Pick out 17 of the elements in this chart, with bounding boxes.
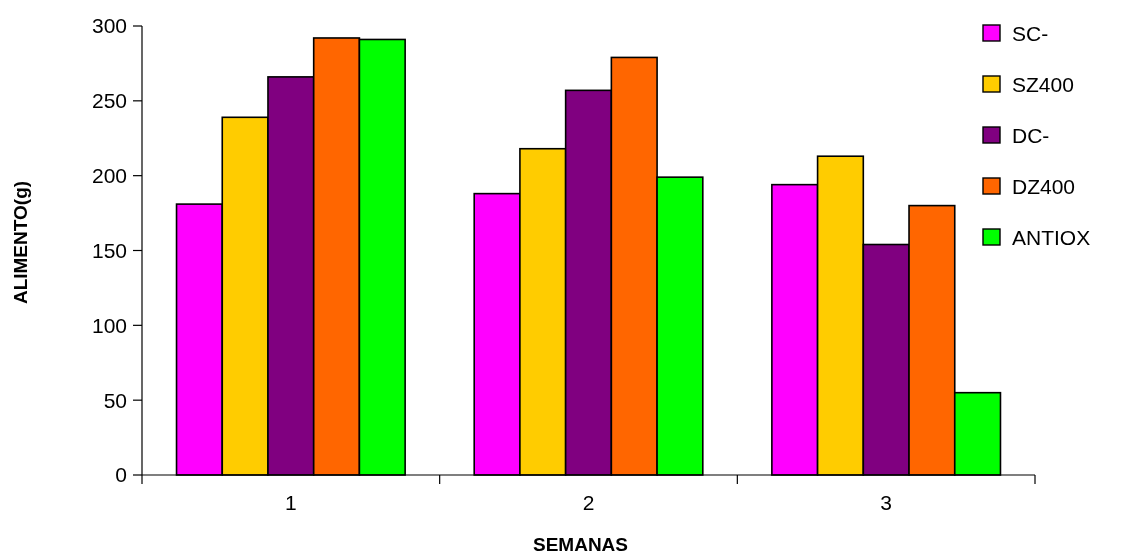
y-tick-label: 150 <box>91 238 127 262</box>
y-axis-title: ALIMENTO(g) <box>10 180 31 305</box>
y-tick-label: 250 <box>91 89 127 113</box>
x-axis-title: SEMANAS <box>532 534 629 555</box>
y-tick-label: 200 <box>91 164 127 188</box>
y-tick-label: 100 <box>91 313 127 337</box>
x-tick-label: 2 <box>582 491 595 514</box>
legend-label: DZ400 <box>1012 174 1076 198</box>
legend-label: SZ400 <box>1012 72 1074 96</box>
y-tick-label: 300 <box>91 14 127 38</box>
legend-label: SC- <box>1012 21 1049 45</box>
legend-label: ANTIOX <box>1012 225 1091 249</box>
y-tick-label: 0 <box>115 463 127 487</box>
legend-label: DC- <box>1012 123 1050 147</box>
y-tick-label: 50 <box>103 388 127 412</box>
x-tick-label: 1 <box>284 491 297 514</box>
x-tick-label: 3 <box>880 491 893 514</box>
